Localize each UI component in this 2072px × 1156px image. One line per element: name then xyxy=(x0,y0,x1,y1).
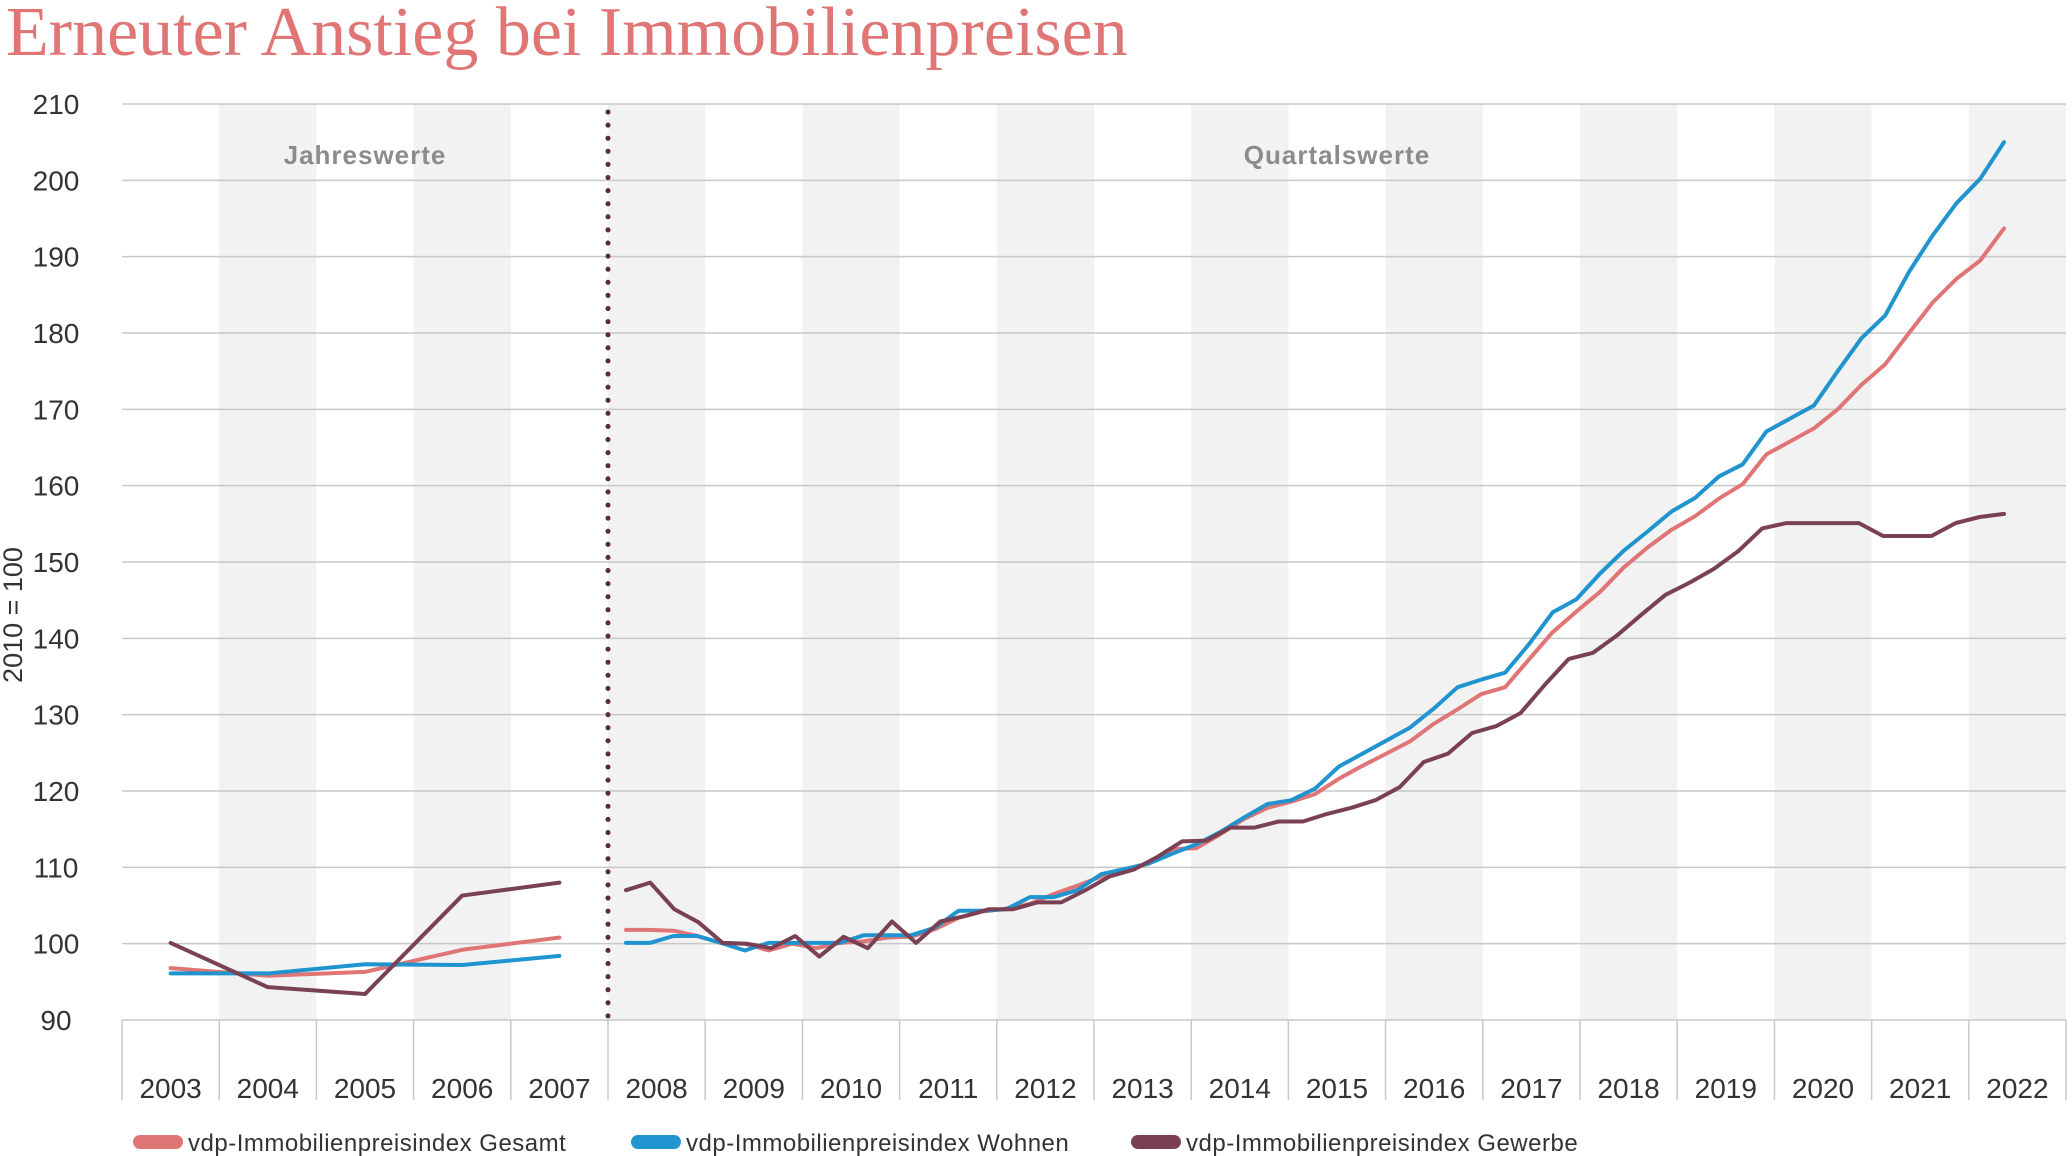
y-tick-120: 120 xyxy=(33,776,80,807)
series-wohnen-quarterly xyxy=(624,140,2006,953)
y-tick-170: 170 xyxy=(33,394,80,425)
x-tick-2011: 2011 xyxy=(918,1073,978,1104)
x-tick-2022: 2022 xyxy=(1986,1073,2048,1104)
y-tick-labels: 90 100 110 120 130 140 150 160 170 180 190 200 210 xyxy=(33,89,80,1036)
x-tick-2006: 2006 xyxy=(431,1073,493,1104)
x-axis: 2003 2004 2005 2006 2007 2008 2009 2010 2011 2012… xyxy=(121,1020,2067,1104)
x-tick-2017: 2017 xyxy=(1500,1073,1562,1104)
y-tick-100: 100 xyxy=(33,929,80,960)
x-tick-2018: 2018 xyxy=(1597,1073,1659,1104)
x-tick-2004: 2004 xyxy=(237,1073,299,1104)
segment-labels: Jahreswerte Quartalswerte xyxy=(284,140,1430,170)
legend-label-wohnen: vdp-Immobilienpreisindex Wohnen xyxy=(686,1130,1069,1156)
x-tick-2020: 2020 xyxy=(1792,1073,1854,1104)
y-tick-180: 180 xyxy=(33,318,80,349)
y-tick-210: 210 xyxy=(33,89,80,120)
x-tick-2008: 2008 xyxy=(625,1073,687,1104)
legend: vdp-Immobilienpreisindex Gesamt vdp-Immob… xyxy=(133,1130,1578,1156)
x-tick-2016: 2016 xyxy=(1403,1073,1465,1104)
x-tick-2007: 2007 xyxy=(528,1073,590,1104)
y-tick-90: 90 xyxy=(40,1005,71,1036)
segment-label-quarterly: Quartalswerte xyxy=(1244,140,1430,170)
x-tick-2015: 2015 xyxy=(1306,1073,1368,1104)
y-tick-130: 130 xyxy=(33,700,80,731)
y-tick-140: 140 xyxy=(33,623,80,654)
series-gewerbe-annual xyxy=(168,880,562,997)
series-lines xyxy=(168,140,2006,997)
y-tick-110: 110 xyxy=(34,852,79,883)
series-gewerbe-quarterly xyxy=(624,511,2006,959)
x-tick-2010: 2010 xyxy=(820,1073,882,1104)
x-tick-2003: 2003 xyxy=(139,1073,201,1104)
x-tick-2013: 2013 xyxy=(1111,1073,1173,1104)
legend-label-gesamt: vdp-Immobilienpreisindex Gesamt xyxy=(188,1130,566,1156)
x-tick-2012: 2012 xyxy=(1014,1073,1076,1104)
legend-label-gewerbe: vdp-Immobilienpreisindex Gewerbe xyxy=(1186,1130,1578,1156)
y-tick-200: 200 xyxy=(33,165,80,196)
y-tick-190: 190 xyxy=(33,242,80,273)
chart-title: Erneuter Anstieg bei Immobilienpreisen xyxy=(6,0,1128,71)
segment-label-annual: Jahreswerte xyxy=(284,140,447,170)
y-tick-150: 150 xyxy=(33,547,80,578)
x-tick-2021: 2021 xyxy=(1889,1073,1951,1104)
x-tick-2009: 2009 xyxy=(723,1073,785,1104)
y-tick-160: 160 xyxy=(33,471,80,502)
y-axis-label: 2010 = 100 xyxy=(0,547,28,683)
x-tick-2005: 2005 xyxy=(334,1073,396,1104)
x-tick-2019: 2019 xyxy=(1695,1073,1757,1104)
x-tick-2014: 2014 xyxy=(1209,1073,1271,1104)
